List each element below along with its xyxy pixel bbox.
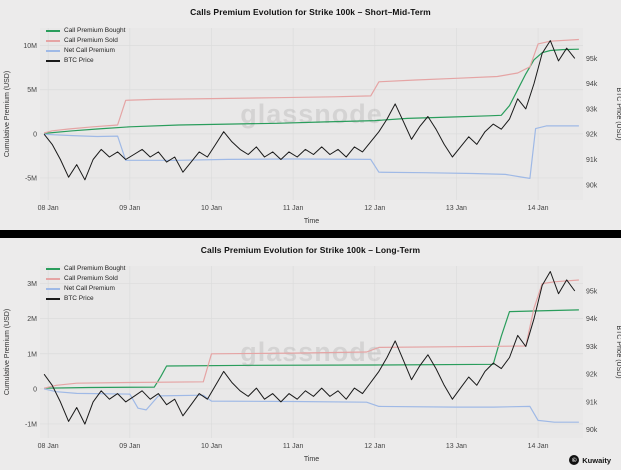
legend-swatch-btc: [46, 297, 60, 300]
series-line-bought: [44, 309, 579, 389]
y-right-tick-label: 93k: [586, 106, 598, 113]
legend-item: BTC Price: [46, 295, 125, 302]
x-tick-label: 10 Jan: [201, 443, 222, 450]
attribution-label: Kuwaity: [582, 455, 611, 465]
divider-bar: [0, 230, 621, 238]
x-tick-label: 08 Jan: [38, 443, 59, 450]
legend-item: Call Premium Sold: [46, 37, 125, 44]
chart-title: Calls Premium Evolution for Strike 100k …: [190, 7, 431, 17]
series-line-sold: [43, 38, 579, 134]
legend-item: Call Premium Bought: [46, 27, 125, 34]
legend-swatch-bought: [46, 29, 60, 32]
x-tick-label: 14 Jan: [528, 443, 549, 450]
x-tick-label: 09 Jan: [119, 205, 140, 212]
chart-canvas: 10M 5M 0 -5M 95k 94k 93k 92k 91k 90k 08 Jan 09 Jan 1…: [4, 28, 621, 225]
series-line-bought: [44, 48, 579, 134]
x-axis-label: Time: [304, 456, 319, 463]
y-right-tick-label: 92k: [586, 132, 598, 139]
copyright-icon: ©: [569, 455, 580, 465]
legend-item: BTC Price: [46, 57, 125, 64]
x-tick-label: 14 Jan: [528, 205, 549, 212]
legend-swatch-sold: [46, 277, 60, 280]
y-right-tick-label: 90k: [586, 427, 598, 434]
legend-label: BTC Price: [64, 57, 94, 64]
y-right-tick-label: 90k: [586, 182, 598, 189]
y-right-axis-label: BTC Price (USD): [615, 325, 621, 378]
chart-canvas: 3M 2M 1M 0 -1M 95k 94k 93k 92k 91k 90k 08 Jan 09 Jan…: [4, 266, 621, 463]
series-line-sold: [43, 279, 579, 389]
x-tick-label: 11 Jan: [283, 443, 304, 450]
series-line-net: [44, 125, 579, 179]
x-tick-label: 10 Jan: [201, 205, 222, 212]
y-left-tick-label: 0: [33, 131, 37, 138]
y-right-axis-label: BTC Price (USD): [615, 87, 621, 140]
x-tick-label: 13 Jan: [446, 205, 467, 212]
chart-panel-short-mid-term: Calls Premium Evolution for Strike 100k …: [0, 0, 621, 230]
y-left-axis-label: Cumulative Premium (USD): [4, 309, 11, 395]
chart-panel-long-term: Calls Premium Evolution for Strike 100k …: [0, 238, 621, 470]
series-line-btc: [43, 271, 576, 425]
y-right-tick-label: 95k: [586, 56, 598, 63]
y-left-tick-label: -5M: [25, 175, 37, 182]
y-left-tick-label: 5M: [27, 87, 37, 94]
legend-swatch-bought: [46, 267, 60, 270]
legend-swatch-net: [46, 287, 60, 290]
y-left-tick-label: 10M: [23, 43, 37, 50]
legend-item: Net Call Premium: [46, 285, 125, 292]
x-tick-label: 12 Jan: [364, 205, 385, 212]
y-left-tick-label: -1M: [25, 421, 37, 428]
y-right-tick-label: 91k: [586, 399, 598, 406]
legend-swatch-btc: [46, 59, 60, 62]
legend: Call Premium Bought Call Premium Sold Net …: [46, 27, 125, 64]
watermark: glassnode: [240, 99, 383, 129]
y-right-tick-label: 94k: [586, 81, 598, 88]
legend-swatch-net: [46, 49, 60, 52]
legend-label: Call Premium Sold: [64, 275, 118, 282]
y-right-tick-label: 95k: [586, 288, 598, 295]
legend-label: BTC Price: [64, 295, 94, 302]
x-tick-label: 11 Jan: [283, 205, 304, 212]
legend: Call Premium Bought Call Premium Sold Net …: [46, 265, 125, 302]
legend-label: Call Premium Sold: [64, 37, 118, 44]
y-right-tick-label: 93k: [586, 344, 598, 351]
legend-item: Net Call Premium: [46, 47, 125, 54]
legend-swatch-sold: [46, 39, 60, 42]
y-left-tick-label: 3M: [27, 281, 37, 288]
legend-item: Call Premium Sold: [46, 275, 125, 282]
legend-label: Call Premium Bought: [64, 27, 126, 34]
x-axis-label: Time: [304, 218, 319, 225]
legend-label: Call Premium Bought: [64, 265, 126, 272]
y-left-tick-label: 0: [33, 386, 37, 393]
legend-item: Call Premium Bought: [46, 265, 125, 272]
series-line-btc: [43, 40, 576, 181]
y-left-tick-label: 1M: [27, 351, 37, 358]
x-tick-label: 13 Jan: [446, 443, 467, 450]
plot-area: [40, 266, 583, 438]
y-right-tick-label: 92k: [586, 372, 598, 379]
x-tick-label: 08 Jan: [38, 205, 59, 212]
y-right-tick-label: 91k: [586, 157, 598, 164]
y-left-axis-label: Cumulative Premium (USD): [4, 71, 11, 157]
x-tick-label: 09 Jan: [119, 443, 140, 450]
chart-title: Calls Premium Evolution for Strike 100k …: [200, 245, 421, 255]
y-left-tick-label: 2M: [27, 316, 37, 323]
legend-label: Net Call Premium: [64, 285, 115, 292]
y-right-tick-label: 94k: [586, 316, 598, 323]
legend-label: Net Call Premium: [64, 47, 115, 54]
series-line-net: [43, 388, 579, 423]
x-tick-label: 12 Jan: [364, 443, 385, 450]
attribution: © Kuwaity: [569, 455, 611, 465]
plot-area: [40, 28, 583, 200]
